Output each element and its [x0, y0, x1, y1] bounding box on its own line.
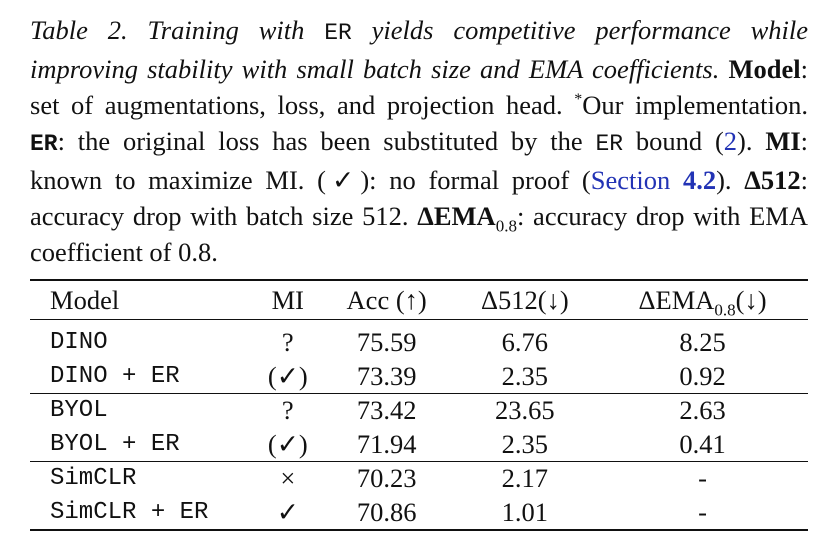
value-cell: (✓) [267, 428, 308, 459]
header-cell: MI [271, 284, 304, 315]
value-cell: 1.01 [501, 496, 549, 527]
row-group: BYOL? 73.42 23.65 2.63 BYOL + ER (✓) 71.94 2.35… [30, 394, 808, 462]
value-cell: 73.39 [356, 360, 417, 391]
caption-text: bound ( [623, 126, 724, 156]
value-cell: 0.92 [679, 360, 726, 391]
header-cell: ΔEMA0.8(↓) [597, 280, 808, 320]
caption-mark: * [574, 91, 583, 109]
table-row: BYOL? 73.42 23.65 2.63 [30, 394, 808, 428]
value-cell: 2.35 [501, 360, 549, 391]
table-header: Model MI Acc (↑) Δ512(↓) ΔEMA0.8(↓) [30, 280, 808, 320]
value-cell: ? [281, 327, 294, 358]
table-row: SimCLR + ER ✓ 70.86 1.01 - [30, 496, 808, 531]
caption-code: ER [595, 131, 624, 157]
caption-label: Table 2. [30, 15, 128, 45]
caption-term: Model [728, 54, 801, 84]
method-cell: SimCLR [50, 465, 137, 493]
caption-text: ). [737, 126, 766, 156]
value-cell: 0.41 [679, 428, 726, 459]
value-cell: (✓) [267, 360, 308, 391]
caption-code: ER [324, 20, 352, 46]
caption-term: ER [30, 131, 58, 157]
method-cell: BYOL [50, 397, 108, 425]
caption-text: Training with [147, 15, 325, 45]
value-cell: 8.25 [679, 327, 726, 358]
header-sub: 0.8 [714, 299, 736, 319]
row-group: SimCLR × 70.23 2.17 - SimCLR + ER ✓ 70.86 1.01 - [30, 462, 808, 531]
value-cell: ? [281, 395, 294, 426]
header-text: ΔEMA [638, 284, 715, 315]
header-cell: Δ512(↓) [481, 284, 569, 315]
caption-text: : accuracy drop with EMA coefficient of … [30, 201, 808, 267]
section-link[interactable]: 4.2 [682, 165, 717, 195]
caption: Table 2. Training with ER yields competi… [30, 12, 808, 270]
value-cell: 6.76 [501, 327, 549, 358]
value-cell: 2.63 [679, 395, 726, 426]
caption-term: MI [765, 126, 801, 156]
caption-text: : set of augmentations, loss, and projec… [30, 54, 809, 120]
table-row: DINO + ER (✓) 73.39 2.35 0.92 [30, 360, 808, 394]
caption-text: yields competitive performance while imp… [30, 15, 808, 84]
value-cell: 2.35 [501, 428, 549, 459]
value-cell: 70.23 [356, 463, 417, 494]
row-group: DINO? 75.59 6.76 8.25 DINO + ER (✓) 73.39 2.35 0… [30, 320, 808, 394]
value-cell: - [698, 496, 707, 527]
table-row: SimCLR × 70.23 2.17 - [30, 462, 808, 496]
method-cell: SimCLR + ER [50, 498, 209, 526]
caption-text: : accuracy drop with batch size 512. [30, 165, 809, 231]
caption-text: ). [716, 165, 745, 195]
header-cell: Model [50, 284, 120, 315]
value-cell: ✓ [276, 496, 299, 527]
value-cell: × [280, 463, 296, 494]
results-table: Model MI Acc (↑) Δ512(↓) ΔEMA0.8(↓) DINO… [30, 279, 808, 531]
value-cell: 73.42 [356, 395, 417, 426]
table-row: DINO? 75.59 6.76 8.25 [30, 320, 808, 360]
header-cell: Acc (↑) [346, 284, 427, 315]
value-cell: 75.59 [356, 327, 417, 358]
equation-link[interactable]: 2 [723, 126, 738, 156]
method-cell: DINO [50, 329, 108, 357]
section-link[interactable]: Section [590, 165, 683, 195]
value-cell: 23.65 [495, 395, 555, 426]
method-cell: BYOL + ER [50, 430, 180, 458]
table-row: BYOL + ER (✓) 71.94 2.35 0.41 [30, 428, 808, 462]
caption-text: : the original loss has been substituted… [57, 126, 596, 156]
header-text: (↓) [735, 284, 767, 315]
value-cell: 2.17 [501, 463, 549, 494]
value-cell: - [698, 463, 707, 494]
header-row: Model MI Acc (↑) Δ512(↓) ΔEMA0.8(↓) [30, 280, 808, 320]
method-cell: DINO + ER [50, 362, 180, 390]
caption-text: : known to maximize MI. (✓): no formal p… [30, 126, 809, 195]
caption-sub: 0.8 [495, 216, 517, 236]
caption-text: Our implementation. [582, 90, 808, 120]
value-cell: 70.86 [356, 496, 417, 527]
caption-term: ΔEMA [417, 201, 496, 231]
caption-term: Δ512 [744, 165, 801, 195]
value-cell: 71.94 [356, 428, 417, 459]
